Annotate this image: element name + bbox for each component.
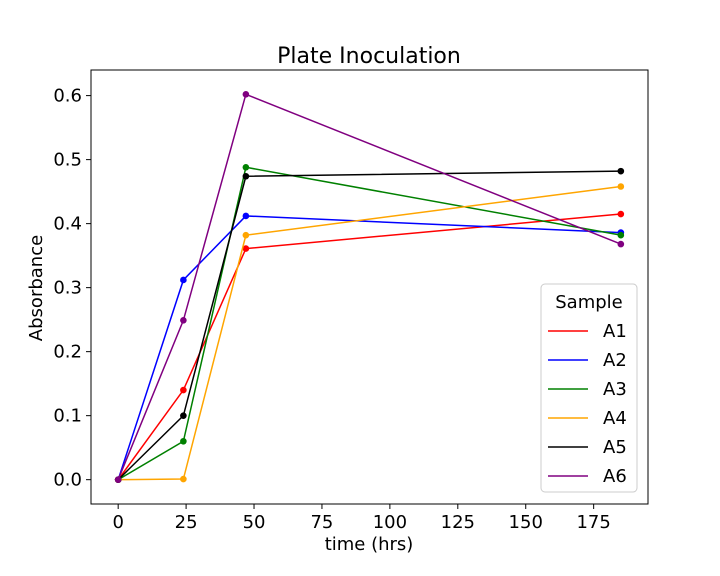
plot-area	[90, 69, 649, 505]
legend-item-a6: A6	[548, 466, 627, 487]
series-line	[117, 170, 621, 481]
legend-label: A3	[603, 379, 627, 400]
legend-label: A1	[603, 321, 627, 342]
data-point	[242, 163, 250, 171]
data-point	[617, 240, 625, 248]
x-tick-label: 50	[243, 512, 266, 533]
data-point	[180, 276, 187, 284]
legend-item-a5: A5	[548, 437, 627, 458]
x-tick-label: 175	[576, 512, 610, 533]
data-point	[242, 212, 250, 220]
data-point	[617, 210, 625, 218]
data-point	[242, 231, 250, 239]
series-line	[117, 166, 621, 481]
legend-box	[540, 283, 638, 493]
series-line	[117, 93, 622, 480]
data-point	[242, 91, 250, 98]
legend-label: A6	[603, 466, 627, 487]
x-tick-label: 0	[112, 512, 123, 533]
x-tick-label: 125	[441, 512, 475, 533]
y-axis-label: Absorbance	[26, 235, 47, 341]
legend-item-a2: A2	[548, 350, 627, 371]
chart-title: Plate Inoculation	[277, 44, 461, 69]
y-tick-label: 0.1	[53, 406, 82, 427]
series-line	[117, 213, 621, 481]
data-point	[180, 316, 187, 324]
legend-title: Sample	[555, 292, 623, 313]
legend-item-a3: A3	[548, 379, 627, 400]
legend-label: A5	[603, 437, 627, 458]
y-tick-label: 0.3	[53, 278, 82, 299]
data-point	[180, 386, 187, 394]
data-point	[242, 245, 250, 252]
y-tick-label: 0.4	[53, 214, 82, 235]
series-a6	[114, 91, 625, 483]
y-tick-label: 0.6	[53, 86, 82, 107]
x-axis: 0 25 50 75 100 125 150 175	[112, 504, 611, 533]
x-tick-label: 25	[175, 512, 198, 533]
data-point	[114, 476, 122, 483]
data-point	[242, 172, 250, 180]
x-tick-label: 75	[310, 512, 333, 533]
legend: Sample A1 A2 A3 A4 A5 A6	[540, 283, 638, 493]
y-tick-label: 0.5	[53, 150, 82, 171]
data-point	[617, 231, 625, 239]
series-line	[117, 215, 621, 480]
x-tick-label: 150	[509, 512, 543, 533]
legend-label: A2	[603, 350, 627, 371]
legend-item-a4: A4	[548, 408, 627, 429]
series-group	[114, 91, 625, 483]
series-line	[118, 185, 621, 481]
data-point	[180, 475, 187, 483]
y-tick-label: 0.2	[53, 342, 82, 363]
y-axis: 0.0 0.1 0.2 0.3 0.4 0.5 0.6	[53, 86, 91, 491]
data-point	[617, 167, 625, 175]
legend-item-a1: A1	[548, 321, 627, 342]
y-tick-label: 0.0	[53, 470, 82, 491]
legend-label: A4	[603, 408, 627, 429]
data-point	[180, 412, 187, 419]
data-point	[180, 437, 187, 445]
legend-items: A1 A2 A3 A4 A5 A6	[548, 321, 627, 487]
x-tick-label: 100	[373, 512, 407, 533]
plot-frame	[90, 69, 649, 505]
x-axis-label: time (hrs)	[325, 534, 414, 555]
data-point	[617, 183, 625, 190]
